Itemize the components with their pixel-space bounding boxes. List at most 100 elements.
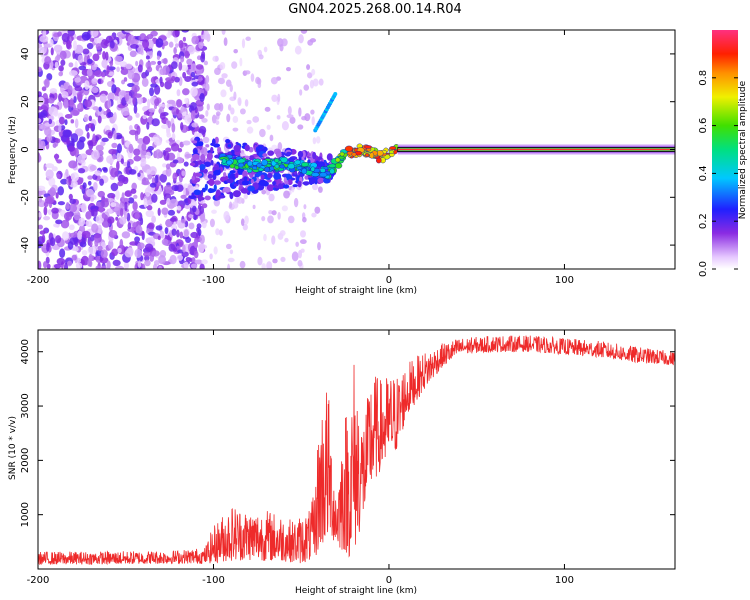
heatmap-cell [261, 159, 268, 166]
heatmap-cell [117, 247, 122, 254]
y-tick-label: 20 [20, 95, 31, 108]
heatmap-cell [195, 64, 204, 70]
heatmap-cell [213, 169, 221, 176]
heatmap-cell [252, 204, 256, 210]
heatmap-cell [157, 60, 162, 65]
heatmap-cell [38, 106, 43, 111]
heatmap-cell [244, 144, 250, 152]
heatmap-cell [182, 244, 186, 253]
heatmap-cell [93, 181, 98, 192]
heatmap-cell [106, 155, 115, 164]
heatmap-cell [269, 134, 274, 142]
heatmap-cell [234, 172, 239, 179]
heatmap-cell [74, 118, 79, 129]
heatmap-cell [274, 158, 280, 163]
heatmap-cell [45, 163, 55, 169]
heatmap-cell [121, 231, 131, 239]
heatmap-cell [70, 119, 75, 124]
colorbar-tick-label: 0.8 [698, 70, 709, 86]
heatmap-cell [109, 60, 114, 67]
heatmap-cell [287, 179, 293, 186]
heatmap-cell [134, 248, 142, 258]
heatmap-cell [65, 169, 69, 177]
heatmap-cell [55, 138, 61, 144]
heatmap-cell [334, 162, 343, 169]
heatmap-cell [281, 38, 288, 47]
heatmap-cell [297, 260, 303, 267]
heatmap-cell [297, 249, 302, 259]
heatmap-cell [53, 263, 62, 269]
heatmap-cell [302, 216, 307, 223]
heatmap-cell [63, 82, 69, 90]
heatmap-cell [310, 109, 315, 115]
heatmap-cell [229, 249, 234, 255]
heatmap-cell [210, 159, 214, 166]
heatmap-cell [188, 222, 195, 230]
heatmap-cell [175, 43, 179, 48]
heatmap-cell [297, 180, 302, 188]
heatmap-cell [159, 230, 165, 239]
heatmap-cell [151, 250, 160, 257]
heatmap-cell [116, 66, 120, 73]
heatmap-cell [95, 214, 104, 224]
heatmap-cell [106, 64, 110, 75]
heatmap-cell [264, 166, 270, 173]
y-tick-label: 40 [20, 48, 31, 61]
heatmap-cell [176, 254, 184, 261]
heatmap-cell [271, 235, 276, 245]
heatmap-cell [247, 185, 255, 192]
heatmap-cell [291, 187, 295, 193]
heatmap-cell [198, 243, 206, 250]
heatmap-cell [161, 124, 170, 130]
heatmap-cell [256, 78, 262, 85]
heatmap-cell [213, 246, 218, 255]
heatmap-cell [99, 93, 107, 103]
heatmap-cell [68, 175, 72, 186]
heatmap-cell [113, 111, 117, 122]
heatmap-cell [97, 78, 102, 85]
colorbar-ticks: 0.0 0.2 0.4 0.6 0.8 [698, 70, 738, 277]
heatmap-cell [293, 197, 299, 208]
heatmap-cell [200, 53, 206, 63]
heatmap-cell [165, 163, 171, 170]
heatmap-cell [189, 162, 196, 166]
heatmap-cell [144, 243, 154, 252]
heatmap-cell [134, 86, 138, 97]
heatmap-cell [41, 86, 47, 92]
heatmap-cell [180, 218, 186, 224]
heatmap-cell [286, 114, 294, 119]
heatmap-cell [81, 31, 91, 41]
snr-x-ticks: -200 -100 0 100 [27, 330, 574, 586]
heatmap-cell [150, 83, 158, 88]
heatmap-cell [335, 157, 341, 163]
heatmap-cell [119, 91, 127, 97]
heatmap-cell [56, 159, 63, 164]
heatmap-cell [70, 109, 80, 116]
heatmap-cell [281, 121, 289, 131]
heatmap-cell [171, 122, 176, 133]
heatmap-cell [307, 72, 313, 79]
heatmap-cell [333, 92, 338, 97]
heatmap-cell [133, 148, 141, 156]
heatmap-cell [128, 125, 133, 131]
heatmap-cell [257, 167, 264, 172]
heatmap-cell [44, 127, 52, 137]
heatmap-cell [297, 150, 304, 158]
heatmap-cell [301, 168, 308, 175]
heatmap-cell [76, 230, 83, 240]
heatmap-cell [53, 44, 63, 53]
heatmap-cell [146, 169, 151, 175]
heatmap-cell [209, 218, 215, 228]
heatmap-cell [147, 145, 155, 151]
heatmap-cell [351, 152, 357, 157]
heatmap-cell [91, 150, 100, 160]
heatmap-cell [244, 99, 249, 107]
heatmap-cell [68, 224, 75, 231]
heatmap-cell [174, 185, 179, 192]
y-tick-label: -20 [20, 189, 31, 205]
spectrogram-y-ticks: -40 -20 0 20 40 [20, 48, 675, 253]
heatmap-cell [110, 167, 119, 178]
heatmap-cell [89, 164, 97, 171]
heatmap-cell [192, 153, 200, 161]
heatmap-cell [116, 152, 122, 162]
